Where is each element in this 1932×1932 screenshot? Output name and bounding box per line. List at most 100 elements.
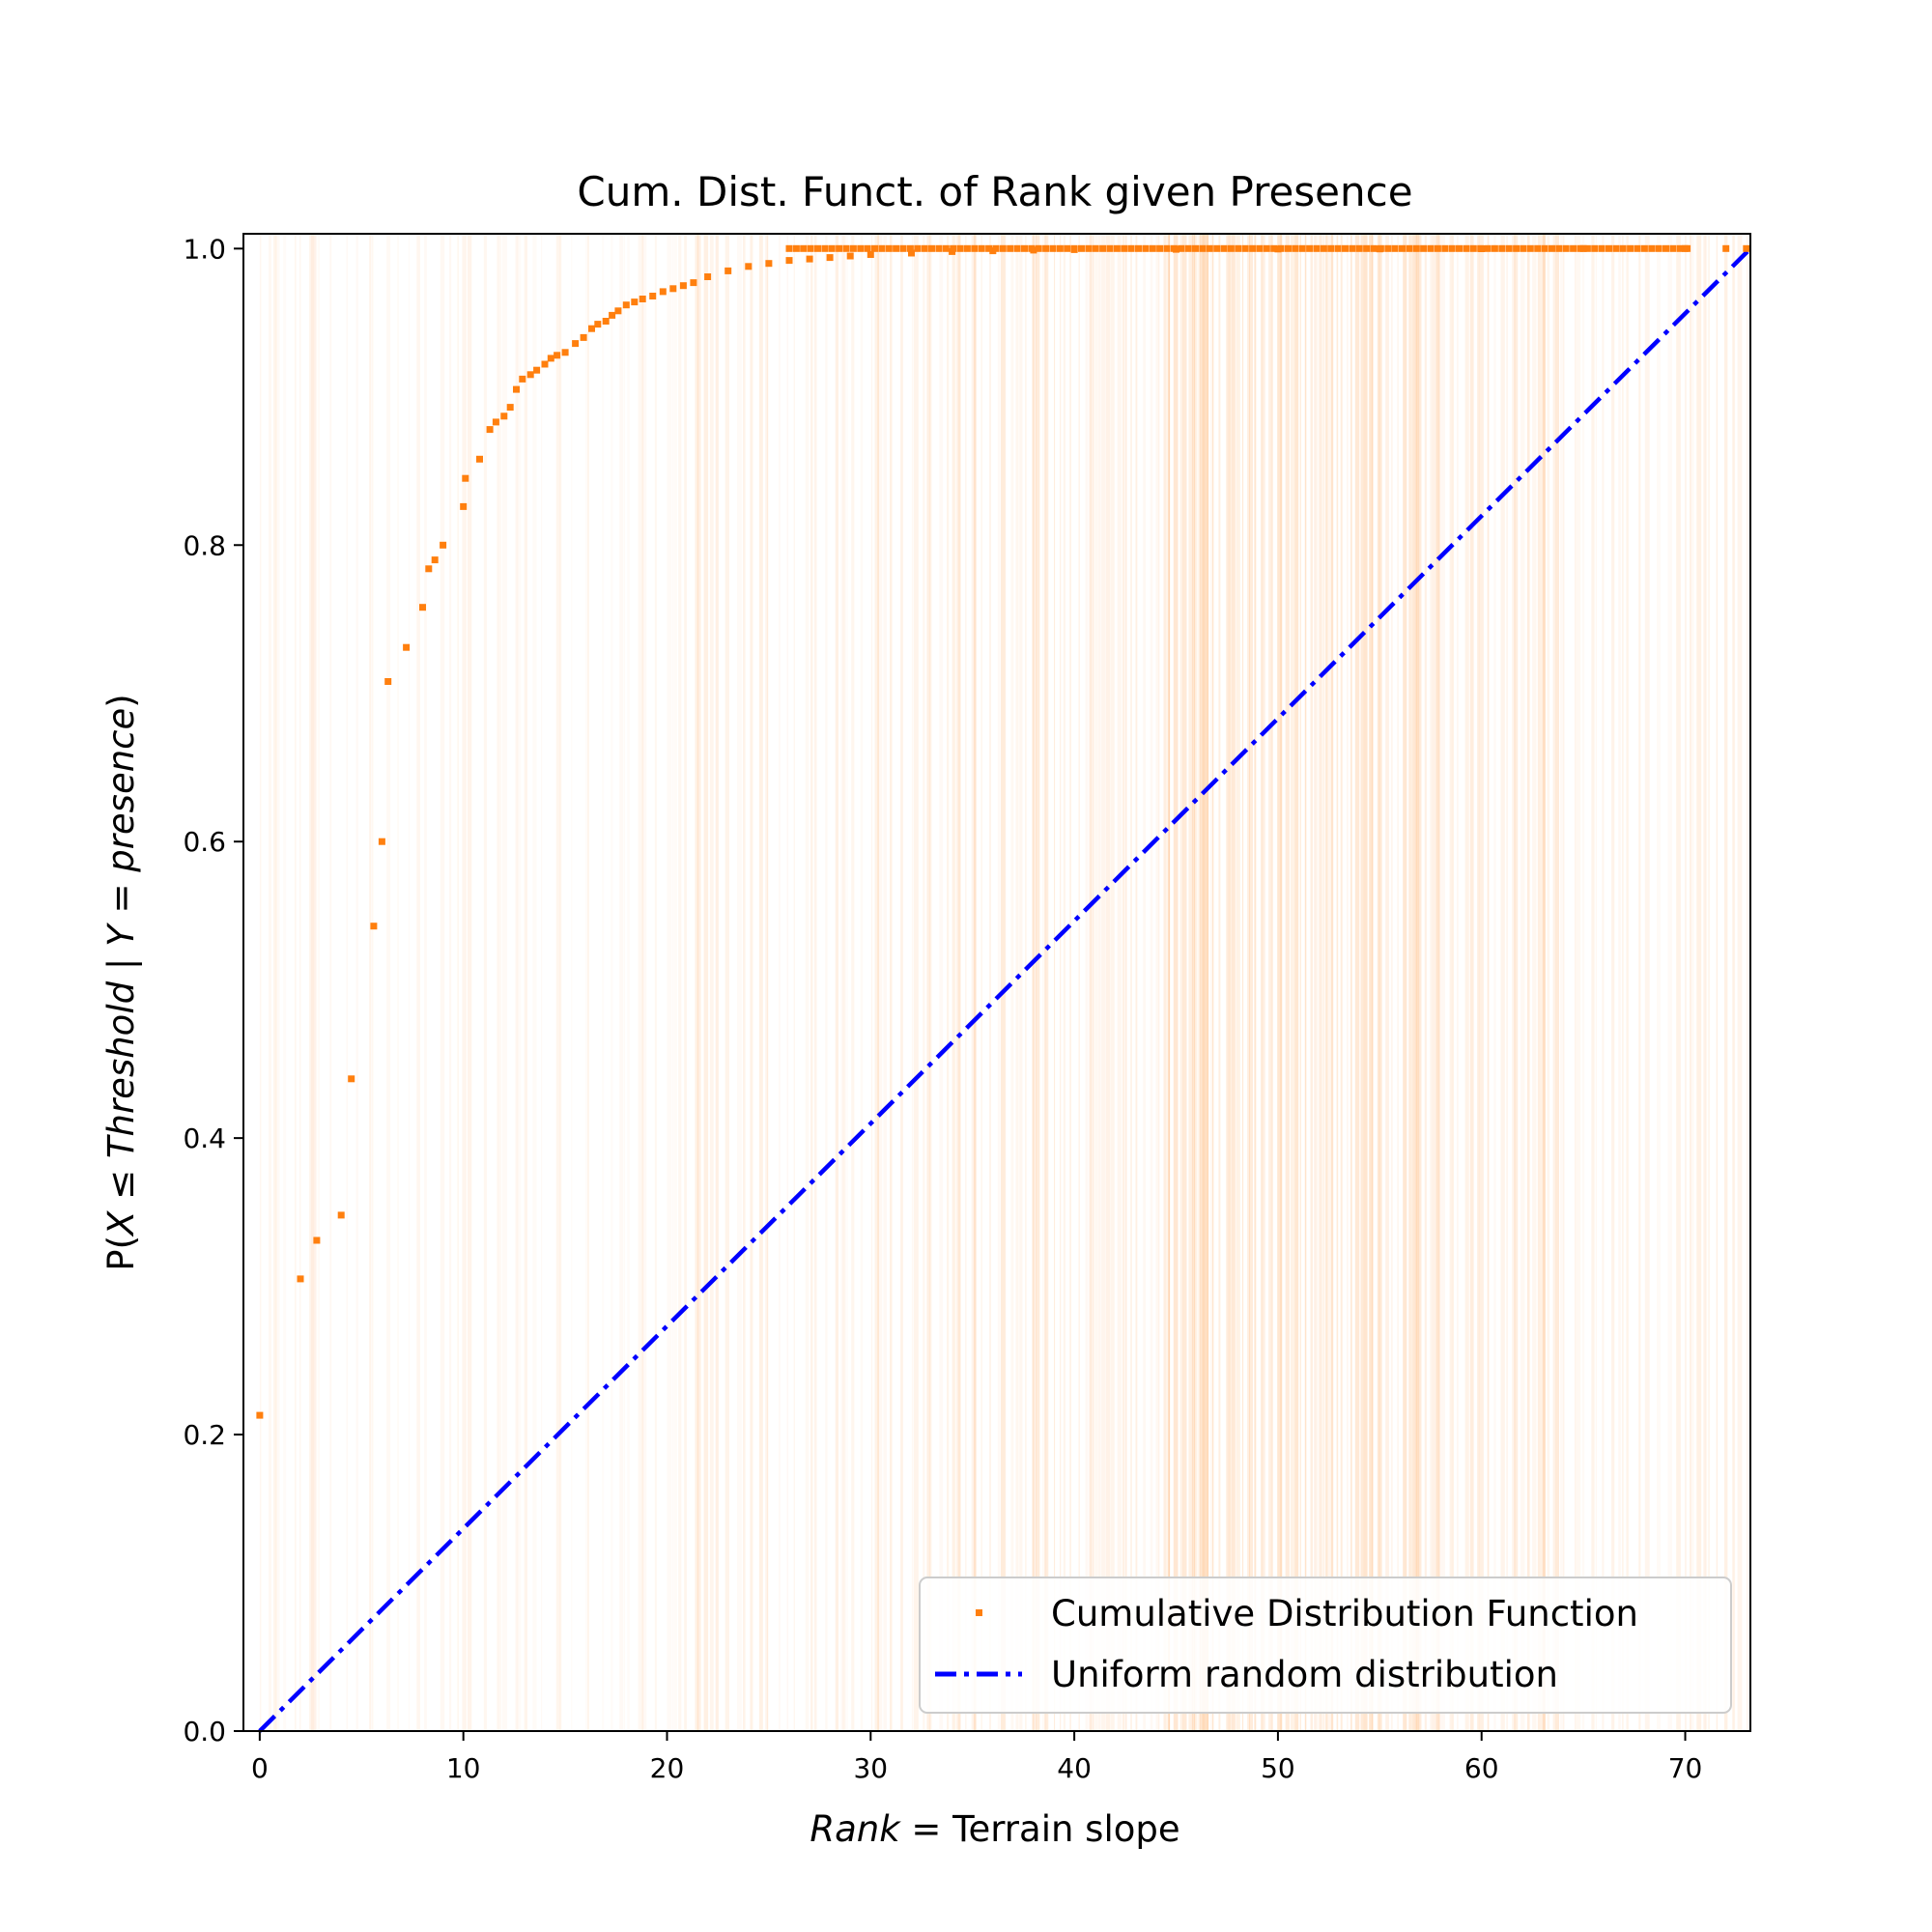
density-band — [1270, 234, 1273, 1731]
density-band — [329, 234, 332, 1731]
density-band — [911, 234, 914, 1731]
density-band — [1340, 234, 1343, 1731]
density-band — [1063, 234, 1065, 1731]
cdf-point — [1235, 244, 1242, 252]
cdf-point — [1669, 244, 1677, 252]
density-band — [641, 234, 647, 1731]
density-band — [1316, 234, 1318, 1731]
cdf-point — [1520, 244, 1527, 252]
cdf-point — [864, 244, 871, 252]
cdf-point — [431, 556, 439, 564]
density-band — [1449, 234, 1452, 1731]
cdf-point — [885, 244, 893, 252]
cdf-point — [513, 385, 520, 393]
cdf-point — [1640, 244, 1648, 252]
cdf-point — [908, 249, 915, 257]
density-band — [1451, 234, 1454, 1731]
density-band — [1326, 234, 1330, 1731]
density-band — [515, 234, 519, 1731]
density-band — [1219, 234, 1221, 1731]
density-band — [1704, 234, 1708, 1731]
cdf-point — [492, 418, 499, 426]
density-band — [793, 234, 795, 1731]
y-label-italic3: Y — [100, 923, 142, 947]
density-band — [1182, 234, 1187, 1731]
cdf-point — [828, 244, 836, 252]
cdf-point — [1192, 244, 1199, 252]
density-band — [1732, 234, 1734, 1731]
density-band — [311, 234, 316, 1731]
cdf-point — [971, 244, 979, 252]
density-band — [654, 234, 657, 1731]
density-band — [851, 234, 855, 1731]
density-band — [1514, 234, 1519, 1731]
cdf-point — [462, 474, 469, 482]
density-band — [971, 234, 977, 1731]
density-band — [1268, 234, 1273, 1731]
density-band — [1526, 234, 1530, 1731]
density-band — [861, 234, 864, 1731]
cdf-point — [1170, 244, 1178, 252]
density-band — [997, 234, 1001, 1731]
cdf-point — [1541, 244, 1548, 252]
density-band — [640, 234, 644, 1731]
density-band — [638, 234, 641, 1731]
density-band — [1575, 234, 1577, 1731]
cdf-point — [519, 375, 526, 383]
cdf-point — [1456, 244, 1463, 252]
cdf-point — [1662, 244, 1669, 252]
density-band — [371, 234, 374, 1731]
density-band — [1703, 234, 1707, 1731]
density-band — [1085, 234, 1088, 1731]
cdf-point — [526, 371, 534, 379]
cdf-point — [724, 267, 732, 274]
density-band — [750, 234, 753, 1731]
cdf-point — [1655, 244, 1662, 252]
cdf-point — [541, 360, 549, 368]
density-band — [1202, 234, 1208, 1731]
density-band — [559, 234, 562, 1731]
cdf-point — [533, 366, 541, 374]
cdf-point — [403, 643, 411, 651]
cdf-point — [337, 1211, 345, 1219]
density-band — [1547, 234, 1550, 1731]
cdf-point — [1113, 244, 1121, 252]
cdf-point — [842, 244, 850, 252]
x-tick-label: 60 — [1464, 1752, 1499, 1784]
cdf-point — [1056, 244, 1064, 252]
density-band — [1010, 234, 1014, 1731]
density-band — [955, 234, 960, 1731]
cdf-point — [1448, 244, 1456, 252]
density-band — [587, 234, 589, 1731]
density-band — [1469, 234, 1474, 1731]
cdf-point — [1099, 244, 1107, 252]
density-band — [1155, 234, 1159, 1731]
density-band — [1591, 234, 1595, 1731]
density-band — [980, 234, 982, 1731]
density-band — [758, 234, 763, 1731]
density-band — [275, 234, 280, 1731]
density-band — [1205, 234, 1208, 1731]
cdf-point — [1163, 244, 1171, 252]
density-band — [1096, 234, 1100, 1731]
cdf-point — [384, 678, 392, 685]
density-band — [1236, 234, 1240, 1731]
density-band — [1582, 234, 1584, 1731]
density-band — [1135, 234, 1138, 1731]
density-band — [386, 234, 391, 1731]
density-band — [1105, 234, 1111, 1731]
cdf-point — [561, 349, 569, 356]
density-band — [842, 234, 846, 1731]
density-band — [810, 234, 813, 1731]
density-band — [369, 234, 372, 1731]
density-band — [1440, 234, 1445, 1731]
cdf-point — [836, 244, 843, 252]
cdf-point — [1327, 244, 1335, 252]
density-band — [1110, 234, 1115, 1731]
cdf-point — [871, 244, 878, 252]
density-band — [1500, 234, 1505, 1731]
cdf-point — [1184, 244, 1192, 252]
cdf-point — [821, 244, 829, 252]
cdf-point — [1220, 244, 1228, 252]
density-band — [1657, 234, 1661, 1731]
